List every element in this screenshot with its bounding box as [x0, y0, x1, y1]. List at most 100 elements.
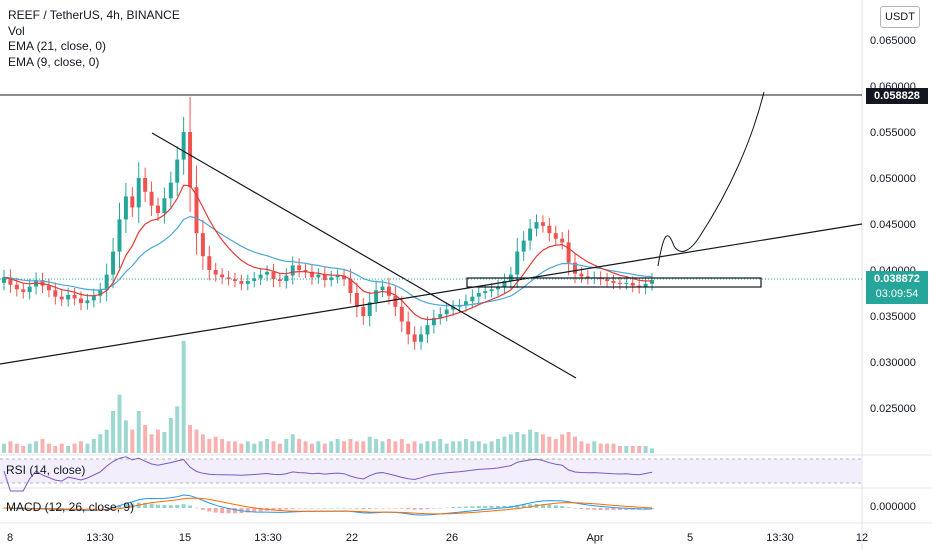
macd-histogram-bar	[342, 507, 347, 509]
volume-bar	[59, 443, 64, 453]
y-tick-label: 0.055000	[870, 127, 916, 139]
volume-bar	[194, 429, 199, 453]
volume-bar	[444, 443, 449, 453]
candle-body	[342, 275, 347, 280]
macd-histogram-bar	[348, 508, 353, 509]
volume-bar	[643, 446, 648, 453]
candle-body	[40, 280, 45, 286]
macd-histogram-bar	[79, 508, 83, 509]
candle-body	[367, 302, 372, 316]
candle-body	[476, 293, 481, 297]
candle-body	[239, 281, 244, 284]
volume-bar	[605, 443, 610, 453]
volume-bar	[380, 441, 385, 453]
macd-histogram-bar	[553, 505, 558, 508]
x-tick-label: 5	[687, 532, 693, 544]
rsi-label[interactable]: RSI (14, close)	[6, 463, 86, 477]
volume-bar	[239, 443, 244, 453]
macd-histogram-bar	[451, 507, 456, 508]
x-tick-label: 8	[7, 532, 13, 544]
candle-body	[386, 286, 391, 296]
candle-body	[316, 274, 321, 278]
volume-bar	[354, 441, 359, 453]
volume-bar	[361, 441, 366, 453]
macd-histogram-bar	[444, 507, 449, 509]
candle-body	[348, 279, 353, 293]
macd-histogram-bar	[515, 505, 520, 508]
x-tick-label: 12	[856, 532, 868, 544]
candle-body	[85, 300, 90, 304]
volume-bar	[367, 436, 372, 453]
candle-body	[309, 271, 314, 278]
macd-histogram-bar	[143, 502, 148, 508]
candle-body	[79, 298, 83, 304]
candle-body	[329, 277, 334, 281]
volume-bar	[322, 443, 327, 453]
currency-unit-button[interactable]: USDT	[880, 6, 920, 28]
candle-body	[220, 274, 225, 278]
macd-histogram-bar	[380, 508, 385, 509]
macd-histogram-bar	[72, 508, 77, 509]
candle-body	[284, 275, 289, 282]
volume-bar	[162, 432, 167, 453]
candle-body	[46, 285, 51, 291]
volume-bar	[27, 443, 32, 453]
macd-histogram-bar	[419, 508, 424, 510]
macd-label[interactable]: MACD (12, 26, close, 9)	[6, 500, 135, 514]
macd-histogram-bar	[181, 504, 186, 508]
candle-body	[123, 196, 128, 220]
volume-bar	[431, 441, 436, 453]
volume-bar	[245, 441, 250, 453]
volume-bar	[123, 420, 128, 453]
volume-bar	[104, 429, 109, 453]
macd-histogram-bar	[476, 506, 481, 508]
current-price-label: 0.038872 03:09:54	[866, 271, 928, 304]
macd-histogram-bar	[463, 506, 468, 508]
candle-body	[335, 275, 340, 278]
projection-curve[interactable]	[657, 91, 765, 267]
volume-bar	[149, 434, 154, 453]
volume-bar	[399, 439, 404, 453]
legend-ema21[interactable]: EMA (21, close, 0)	[8, 39, 107, 53]
candle-body	[194, 187, 199, 234]
macd-histogram-bar	[412, 508, 417, 510]
y-tick-label: 0.025000	[870, 403, 916, 415]
candle-body	[21, 289, 26, 293]
volume-bar	[393, 441, 398, 453]
y-tick-label: 0.065000	[870, 35, 916, 47]
macd-histogram-bar	[175, 504, 180, 508]
support-zone-box[interactable]	[466, 277, 762, 288]
volume-bar	[21, 446, 26, 453]
volume-bar	[419, 443, 424, 453]
macd-histogram-bar	[200, 508, 205, 510]
legend-volume[interactable]: Vol	[8, 23, 25, 38]
volume-bar	[117, 394, 122, 453]
volume-bar	[650, 448, 654, 453]
volume-bar	[200, 434, 205, 453]
candle-body	[226, 277, 231, 280]
macd-histogram-bar	[290, 508, 295, 509]
macd-histogram-bar	[374, 508, 379, 509]
symbol-title[interactable]: REEF / TetherUS, 4h, BINANCE	[8, 8, 180, 22]
ema21-line	[3, 215, 653, 307]
x-tick-label: 22	[346, 532, 358, 544]
volume-bar	[277, 443, 282, 453]
volume-bar	[374, 439, 379, 453]
volume-bar	[72, 443, 77, 453]
x-tick-label: Apr	[586, 532, 603, 544]
macd-axis-label: 0.000000	[870, 501, 916, 513]
macd-histogram-bar	[399, 508, 404, 509]
volume-bar	[46, 443, 51, 453]
candle-body	[393, 295, 398, 307]
volume-bar	[598, 443, 603, 453]
descending-trendline[interactable]	[151, 132, 577, 379]
macd-histogram-bar	[425, 508, 430, 510]
candle-body	[297, 265, 302, 270]
ascending-trendline[interactable]	[0, 223, 863, 365]
rsi-line	[3, 456, 653, 492]
volume-bar	[624, 446, 629, 453]
legend-ema9[interactable]: EMA (9, close, 0)	[8, 54, 100, 69]
volume-bar	[573, 436, 577, 453]
